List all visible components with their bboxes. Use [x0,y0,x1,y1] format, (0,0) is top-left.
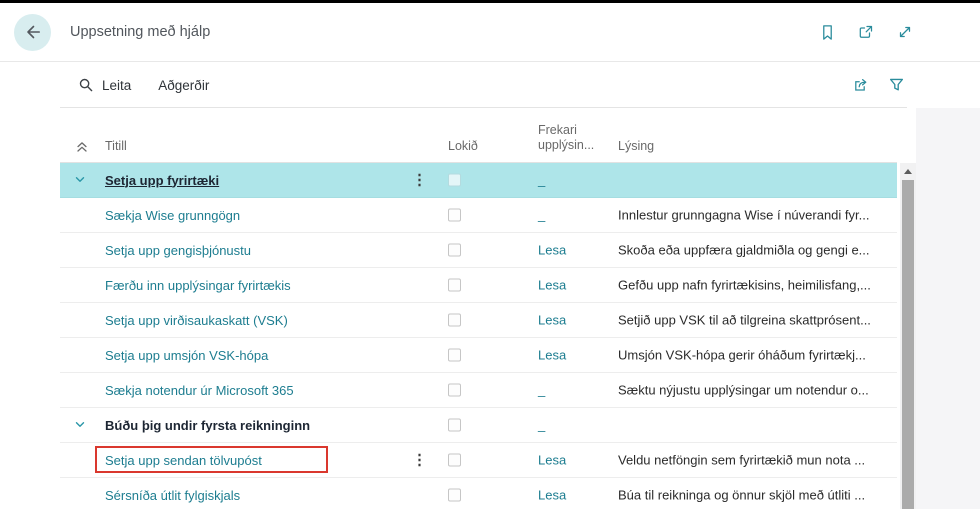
actions-label: Aðgerðir [158,77,210,93]
table-header: Titill Lokið Frekari upplýsin... Lýsing [60,108,897,163]
table-row[interactable]: Sækja Wise grunngögn _ Innlestur grunnga… [60,198,897,233]
completed-checkbox[interactable] [448,418,461,432]
more-info-link[interactable]: Lesa [538,312,567,328]
completed-checkbox[interactable] [448,383,461,397]
row-title-link[interactable]: Setja upp sendan tölvupóst [105,452,262,468]
column-description[interactable]: Lýsing [618,139,655,153]
table-body: Setja upp fyrirtæki ⋮ _ Sækja Wise grunn… [60,163,897,509]
share-icon[interactable] [852,76,870,99]
table-row[interactable]: Setja upp virðisaukaskatt (VSK) Lesa Set… [60,303,897,338]
row-description: Búa til reikninga og önnur skjöl með útl… [618,487,866,503]
more-info-link[interactable]: _ [538,172,546,188]
completed-checkbox[interactable] [448,313,461,327]
row-description: Umsjón VSK-hópa gerir óháðum fyrirtækj..… [618,347,866,363]
row-title-link[interactable]: Sækja Wise grunngögn [105,207,241,223]
search-label: Leita [102,77,132,93]
triangle-up-icon [904,168,912,174]
right-gutter [916,108,980,509]
more-info-link[interactable]: _ [538,382,546,398]
row-description: Veldu netföngin sem fyrirtækið mun nota … [618,452,866,468]
more-info-link[interactable]: Lesa [538,452,567,468]
action-bar: Leita Aðgerðir [0,62,980,108]
window-top-strip [0,0,980,3]
highlight-red-box [95,446,328,473]
row-title-link[interactable]: Setja upp umsjón VSK-hópa [105,347,269,363]
action-bar-divider [60,107,907,108]
row-description: Gefðu upp nafn fyrirtækisins, heimilisfa… [618,277,871,293]
page-header: Uppsetning með hjálp [0,3,980,62]
table-row[interactable]: Setja upp fyrirtæki ⋮ _ [60,163,897,198]
more-info-link[interactable]: Lesa [538,277,567,293]
page-content: Leita Aðgerðir Titill Lokið Frek [0,62,980,509]
more-info-link[interactable]: _ [538,417,546,433]
table-row[interactable]: Færðu inn upplýsingar fyrirtækis Lesa Ge… [60,268,897,303]
completed-checkbox[interactable] [448,243,461,257]
column-completed[interactable]: Lokið [448,139,478,153]
expand-fullscreen-icon[interactable] [896,23,914,41]
filter-icon[interactable] [888,76,905,98]
search-icon [78,77,94,93]
table-row[interactable]: Setja upp gengisþjónustu Lesa Skoða eða … [60,233,897,268]
row-options-ellipsis-icon[interactable]: ⋮ [412,171,427,189]
scroll-up-button[interactable] [900,163,916,179]
bookmark-icon[interactable] [819,24,836,41]
table-row[interactable]: Setja upp umsjón VSK-hópa Lesa Umsjón VS… [60,338,897,373]
row-title-link[interactable]: Setja upp gengisþjónustu [105,242,252,258]
header-icon-group [819,3,914,61]
row-title-link[interactable]: Setja upp virðisaukaskatt (VSK) [105,312,288,328]
back-button[interactable] [14,13,51,51]
search-action[interactable]: Leita [78,77,131,93]
row-title-link[interactable]: Setja upp fyrirtæki [105,172,220,188]
more-info-link[interactable]: Lesa [538,487,567,503]
table-row[interactable]: Setja upp sendan tölvupóst ⋮ Lesa Veldu … [60,443,897,478]
page-title: Uppsetning með hjálp [70,24,211,40]
more-info-link[interactable]: _ [538,207,546,223]
row-title-link[interactable]: Búðu þig undir fyrsta reikninginn [105,417,311,433]
scrollbar-thumb[interactable] [902,180,914,509]
chevron-down-icon[interactable] [74,419,86,431]
completed-checkbox[interactable] [448,453,461,467]
completed-checkbox[interactable] [448,488,461,502]
chevron-down-icon[interactable] [74,174,86,186]
open-in-new-window-icon[interactable] [857,23,875,41]
row-description: Innlestur grunngagna Wise í núverandi fy… [618,207,870,223]
completed-checkbox[interactable] [448,278,461,292]
row-options-ellipsis-icon[interactable]: ⋮ [412,451,427,469]
row-title-link[interactable]: Sérsníða útlit fylgiskjals [105,487,241,503]
completed-checkbox[interactable] [448,173,461,187]
vertical-scrollbar[interactable] [900,163,916,509]
row-description: Setjið upp VSK til að tilgreina skattpró… [618,312,871,328]
column-more-info[interactable]: Frekari upplýsin... [538,123,595,152]
completed-checkbox[interactable] [448,348,461,362]
table-row[interactable]: Búðu þig undir fyrsta reikninginn _ [60,408,897,443]
row-description: Skoða eða uppfæra gjaldmiðla og gengi e.… [618,242,870,258]
table-row[interactable]: Sækja notendur úr Microsoft 365 _ Sæktu … [60,373,897,408]
actions-menu[interactable]: Aðgerðir [158,78,209,93]
row-title-link[interactable]: Sækja notendur úr Microsoft 365 [105,382,294,398]
collapse-all-icon[interactable] [75,140,89,154]
setup-list: Titill Lokið Frekari upplýsin... Lýsing S… [60,108,897,509]
row-title-link[interactable]: Færðu inn upplýsingar fyrirtækis [105,277,291,293]
arrow-left-icon [23,22,43,42]
completed-checkbox[interactable] [448,208,461,222]
column-title[interactable]: Titill [105,139,127,153]
table-row[interactable]: Sérsníða útlit fylgiskjals Lesa Búa til … [60,478,897,509]
more-info-link[interactable]: Lesa [538,347,567,363]
row-description: Sæktu nýjustu upplýsingar um notendur o.… [618,382,869,398]
more-info-link[interactable]: Lesa [538,242,567,258]
